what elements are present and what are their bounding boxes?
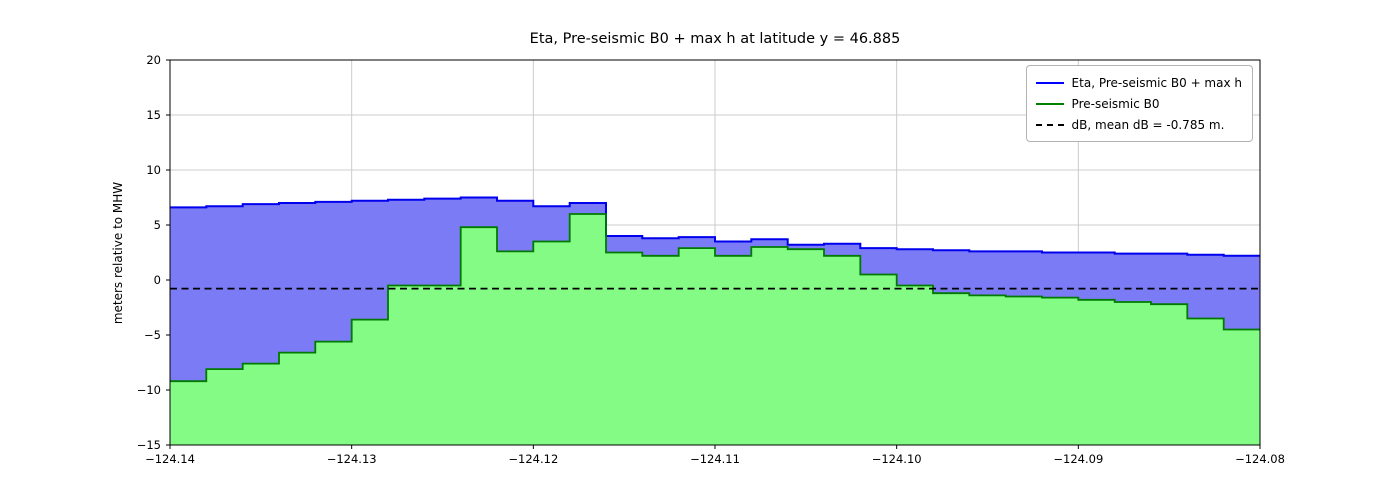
legend-label-b0: Pre-seismic B0: [1071, 96, 1160, 111]
x-tick-label: −124.13: [327, 452, 377, 466]
legend-entry-db: dB, mean dB = -0.785 m.: [1035, 114, 1242, 135]
legend-entry-b0: Pre-seismic B0: [1035, 93, 1242, 114]
x-tick-label: −124.11: [690, 452, 740, 466]
y-tick-label: −5: [144, 328, 161, 342]
y-tick-label: 20: [146, 53, 161, 67]
eta-line: [170, 196, 1260, 257]
legend-line-swatch-db: [1035, 123, 1064, 126]
b0-area: [170, 214, 1260, 445]
legend-line-swatch-eta: [1035, 81, 1064, 84]
legend-label-db: dB, mean dB = -0.785 m.: [1071, 117, 1225, 132]
y-tick-label: 5: [154, 218, 161, 232]
y-tick-label: −15: [137, 438, 161, 452]
legend-entry-eta: Eta, Pre-seismic B0 + max h: [1035, 72, 1242, 93]
x-tick-label: −124.12: [508, 452, 558, 466]
chart-title: Eta, Pre-seismic B0 + max h at latitude …: [529, 31, 901, 47]
y-tick-label: 15: [146, 108, 161, 122]
x-tick-label: −124.14: [145, 452, 195, 466]
y-tick-label: 10: [146, 163, 161, 177]
legend: Eta, Pre-seismic B0 + max h Pre-seismic …: [1025, 65, 1253, 142]
y-tick-label: −10: [137, 383, 161, 397]
y-tick-label: 0: [154, 273, 161, 287]
b0-line: [170, 213, 1260, 383]
legend-line-swatch-b0: [1035, 102, 1064, 105]
x-tick-label: −124.10: [872, 452, 922, 466]
legend-label-eta: Eta, Pre-seismic B0 + max h: [1071, 75, 1242, 90]
x-tick-label: −124.08: [1235, 452, 1285, 466]
x-tick-label: −124.09: [1053, 452, 1103, 466]
